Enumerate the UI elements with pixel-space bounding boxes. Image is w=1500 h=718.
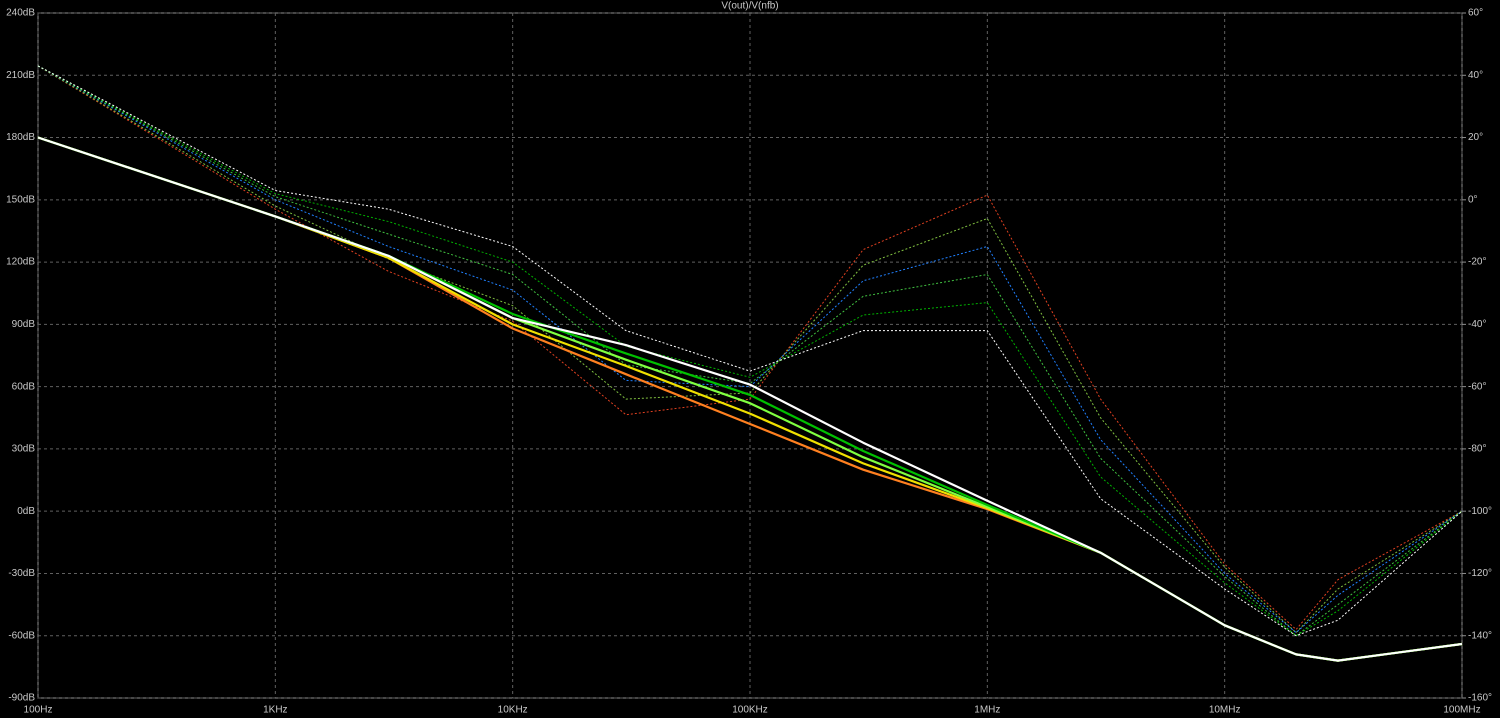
x-tick-label: 1MHz xyxy=(974,705,1000,716)
y2-tick-label: -100° xyxy=(1468,506,1492,517)
y-tick-label: 180dB xyxy=(6,132,35,143)
y-tick-label: -90dB xyxy=(8,693,35,704)
y-tick-label: -60dB xyxy=(8,630,35,641)
y-tick-label: 0dB xyxy=(17,506,35,517)
y2-tick-label: 40° xyxy=(1468,70,1483,81)
y-tick-label: 90dB xyxy=(12,319,36,330)
y2-tick-label: -20° xyxy=(1468,257,1486,268)
x-tick-label: 100KHz xyxy=(732,705,768,716)
x-tick-label: 10KHz xyxy=(498,705,528,716)
magnitude-line xyxy=(37,136,1463,662)
y-tick-label: -30dB xyxy=(8,568,35,579)
x-tick-label: 1KHz xyxy=(263,705,287,716)
y2-tick-label: -80° xyxy=(1468,444,1486,455)
y2-tick-label: -60° xyxy=(1468,381,1486,392)
phase-line xyxy=(37,65,1463,637)
phase-line xyxy=(37,65,1463,630)
chart-title: V(out)/V(nfb) xyxy=(721,1,778,12)
x-tick-label: 100Hz xyxy=(24,705,53,716)
x-tick-label: 100MHz xyxy=(1443,705,1480,716)
y2-tick-label: -160° xyxy=(1468,693,1492,704)
y2-tick-label: 20° xyxy=(1468,132,1483,143)
y-tick-label: 150dB xyxy=(6,194,35,205)
y-tick-label: 210dB xyxy=(6,70,35,81)
y2-tick-label: 0° xyxy=(1468,194,1478,205)
x-tick-label: 10MHz xyxy=(1209,705,1241,716)
y2-tick-label: -40° xyxy=(1468,319,1486,330)
y2-tick-label: 60° xyxy=(1468,8,1483,19)
y2-tick-label: -120° xyxy=(1468,568,1492,579)
y-tick-label: 60dB xyxy=(12,381,36,392)
y-tick-label: 30dB xyxy=(12,444,36,455)
y2-tick-label: -140° xyxy=(1468,630,1492,641)
y-tick-label: 240dB xyxy=(6,8,35,19)
y-tick-label: 120dB xyxy=(6,257,35,268)
